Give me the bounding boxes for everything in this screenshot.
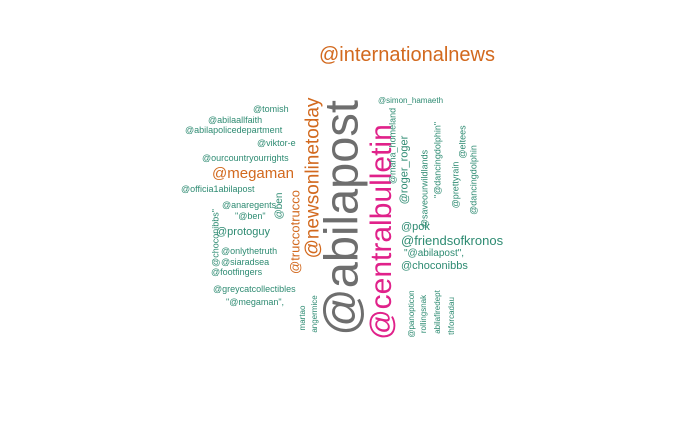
word-dancingdolphin: @dancingdolphin (468, 145, 479, 215)
word-panopticon: @panopticon (407, 290, 416, 338)
word-saveourwildlands: @saveourwildlands (419, 149, 430, 229)
word-rollingsnak: rollingsnak (419, 294, 428, 334)
word-greycatcollectibles: @greycatcollectibles (213, 284, 296, 294)
word-abilapost: @abilapost (314, 100, 368, 336)
word-internationalnews: @internationalnews (319, 44, 495, 66)
word-prettyrain: @prettyrain (450, 161, 461, 209)
word-dancingdolphin-quoted: "@dancingdolphin" (432, 121, 443, 199)
word-abilapost-quoted: "@abilapost", (404, 248, 465, 259)
word-martao: martao (298, 305, 307, 331)
word-truccotrucco: @truccotrucco (287, 190, 303, 274)
word-officia1abilapost: @officia1abilapost (181, 184, 255, 194)
word-anaregents: @anaregents (222, 200, 277, 210)
word-megaman: @megaman (212, 165, 294, 182)
word-ben: @ben (274, 192, 285, 220)
word-thforcadau: thforcadau (447, 297, 456, 335)
word-ourcountryourrights: @ourcountryourrights (202, 153, 289, 163)
word-viktor-e: @viktor-e (257, 138, 296, 148)
word-choconibbs-quoted: @choconibbs" (210, 209, 221, 267)
word-footfingers: @footfingers (211, 267, 263, 277)
word-newsonlinetoday: @newsonlinetoday (302, 97, 324, 259)
word-choconibbs: @choconibbs (401, 260, 468, 272)
word-eltees: @eltees (457, 125, 468, 159)
word-pok: @pok (401, 221, 430, 233)
word-simon-hamaeth: @simon_hamaeth (378, 96, 444, 105)
word-abilafiredept: abilafiredept (433, 290, 442, 334)
word-maha-homeland: @maha_homeland (387, 107, 398, 185)
word-abilaallfaith: @abilaallfaith (208, 115, 263, 125)
word-megaman-quoted: "@megaman", (226, 297, 285, 307)
word-onlythetruth: @onlythetruth (221, 246, 278, 256)
word-angermice: angermice (310, 295, 319, 333)
word-ben-quoted: "@ben" (235, 211, 266, 221)
word-protoguy: @protoguy (216, 226, 270, 238)
word-roger-roger: @roger_roger (398, 135, 411, 205)
word-tomish: @tomish (253, 104, 289, 114)
word-abilapolicedepartment: @abilapolicedepartment (185, 125, 283, 135)
word-siaradsea: @siaradsea (221, 257, 270, 267)
word-friendsofkronos: @friendsofkronos (401, 233, 504, 248)
